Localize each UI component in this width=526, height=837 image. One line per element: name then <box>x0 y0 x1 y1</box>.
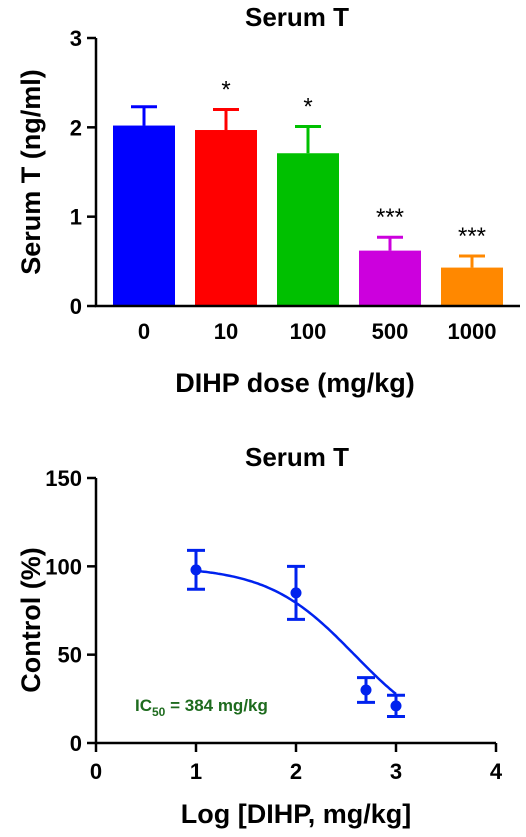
chart1-y-axis-title: Serum T (ng/ml) <box>16 69 46 275</box>
x-tick-label: 0 <box>138 319 150 344</box>
significance-marker: *** <box>376 204 404 231</box>
y-tick-label: 1 <box>70 205 82 230</box>
chart2-x-axis-title: Log [DIHP, mg/kg] <box>181 799 412 829</box>
x-tick-label: 500 <box>372 319 409 344</box>
y-tick-label: 100 <box>45 554 82 579</box>
ic50-prefix: IC <box>135 696 152 715</box>
ic50-subscript: 50 <box>152 705 166 719</box>
significance-marker: * <box>221 76 230 103</box>
dose-response-chart-serum-t: Serum T Control (%) Log [DIHP, mg/kg] IC… <box>16 442 503 829</box>
x-tick-label: 4 <box>490 759 503 784</box>
bar <box>277 153 339 306</box>
data-point <box>390 700 402 712</box>
y-tick-label: 3 <box>70 26 82 51</box>
ic50-annotation: IC50 = 384 mg/kg <box>135 696 268 719</box>
y-tick-label: 2 <box>70 115 82 140</box>
data-point <box>190 564 202 576</box>
x-tick-label: 2 <box>290 759 302 784</box>
bar <box>195 130 257 306</box>
significance-marker: * <box>303 93 312 120</box>
y-tick-label: 50 <box>58 643 82 668</box>
x-tick-label: 100 <box>290 319 327 344</box>
data-point <box>290 587 302 599</box>
y-tick-label: 150 <box>45 466 82 491</box>
significance-marker: *** <box>458 223 486 250</box>
bar-chart-serum-t: Serum T Serum T (ng/ml) DIHP dose (mg/kg… <box>16 2 520 398</box>
chart1-title: Serum T <box>245 2 349 32</box>
x-tick-label: 1000 <box>448 319 497 344</box>
chart2-title: Serum T <box>245 442 349 472</box>
y-tick-label: 0 <box>70 294 82 319</box>
ic50-value: = 384 mg/kg <box>165 696 268 715</box>
x-tick-label: 10 <box>214 319 238 344</box>
bar <box>113 125 175 307</box>
bar <box>359 250 421 306</box>
y-tick-label: 0 <box>70 731 82 756</box>
x-tick-label: 1 <box>190 759 202 784</box>
chart2-y-axis-title: Control (%) <box>16 547 46 692</box>
bar <box>441 267 503 306</box>
chart1-x-axis-title: DIHP dose (mg/kg) <box>175 368 415 398</box>
data-point <box>360 684 372 696</box>
x-tick-label: 0 <box>90 759 102 784</box>
x-tick-label: 3 <box>390 759 402 784</box>
